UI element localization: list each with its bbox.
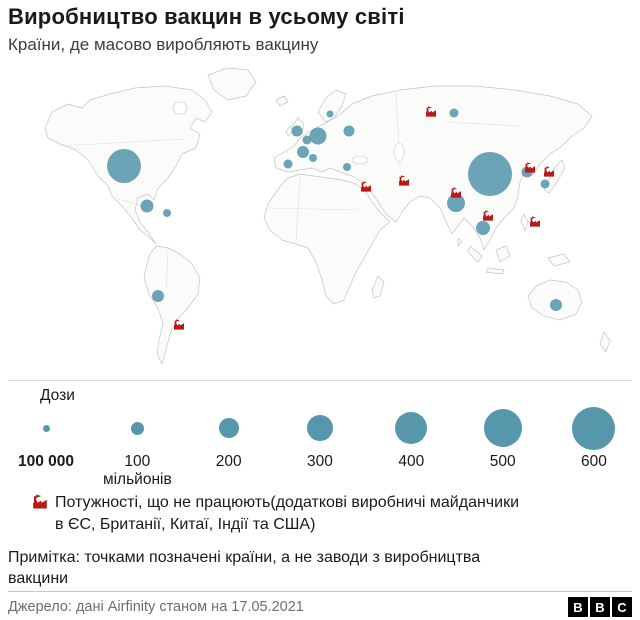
country-borders [57,91,523,289]
dose-size-circle [130,421,144,435]
dose-bubble-russia [343,125,355,137]
source-text: Джерело: дані Airfinity станом на 17.05.… [8,599,304,615]
dose-bubble-turkey [343,163,351,171]
dose-size-circle [395,412,428,444]
factory-note-text: Потужності, що не працюють(додаткові вир… [55,494,520,533]
legend-title: Дози [40,387,75,404]
caspian-sea [393,142,405,162]
legend-label: 100 000 [17,453,75,470]
black-sea [351,155,369,165]
dose-bubble-india [447,194,465,212]
factory-icon [32,494,48,509]
dose-bubble-uk [291,125,303,137]
dose-bubble-france [297,146,309,158]
world-map [44,67,611,365]
page-title: Виробництво вакцин в усьому світі [8,4,405,29]
legend-label: 600 [581,453,607,470]
bbc-logo-letter: B [568,597,588,617]
factory-marker-argentina [174,319,184,330]
dose-bubble-sweden [326,110,334,118]
legend-item: 100 000 [2,405,90,489]
dose-size-circle [306,415,333,441]
dose-bubble-germany [309,127,327,145]
factory-marker-japan [544,166,554,177]
dose-bubble-china [468,152,512,196]
dose-bubble-japan [540,179,550,189]
bbc-logo-letter: C [612,597,632,617]
dose-bubble-kazakhstan [449,108,459,118]
legend-row: 100 000 100 мільйонів 200 300 400 500 600 [2,405,638,489]
bbc-logo: B B C [568,597,632,617]
legend-item: 400 [367,405,455,489]
dose-bubble-australia [550,299,562,311]
separator-top [8,380,632,381]
dose-size-circle [572,406,616,450]
dose-bubble-switzerland [309,154,317,162]
separator-bottom [8,591,632,592]
dose-bubble-netherlands [302,135,312,145]
legend-item: 200 [185,405,273,489]
dose-bubble-brazil [152,290,164,302]
legend-label: 500 [489,453,516,470]
dose-bubble-cuba [140,199,154,213]
factory-note: Потужності, що не працюють(додаткові вир… [32,492,552,535]
dose-size-circle [483,409,522,447]
bbc-logo-letter: B [590,597,610,617]
dose-bubble-caribbean [163,209,171,217]
dose-bubble-spain [283,159,293,169]
footnote: Примітка: точками позначені країни, а не… [8,549,481,587]
legend-item: 300 [276,405,364,489]
legend-label: 400 [398,453,425,470]
legend-item: 100 мільйонів [93,405,181,489]
dose-bubble-thailand [476,221,490,235]
page-subtitle: Країни, де масово виробляють вакцину [8,35,319,54]
legend-label: 300 [307,453,333,470]
legend-label: 100 [124,453,151,470]
data-layer [107,106,562,330]
legend-item: 500 [459,405,547,489]
legend-label: 200 [215,453,242,470]
hudson-bay [172,101,188,115]
dose-size-circle [218,418,239,438]
dose-size-circle [42,424,50,432]
dose-bubble-usa [107,149,141,183]
legend-sublabel: мільйонів [102,471,172,488]
legend-item: 600 [550,405,638,489]
factory-marker-taiwan [530,216,540,227]
